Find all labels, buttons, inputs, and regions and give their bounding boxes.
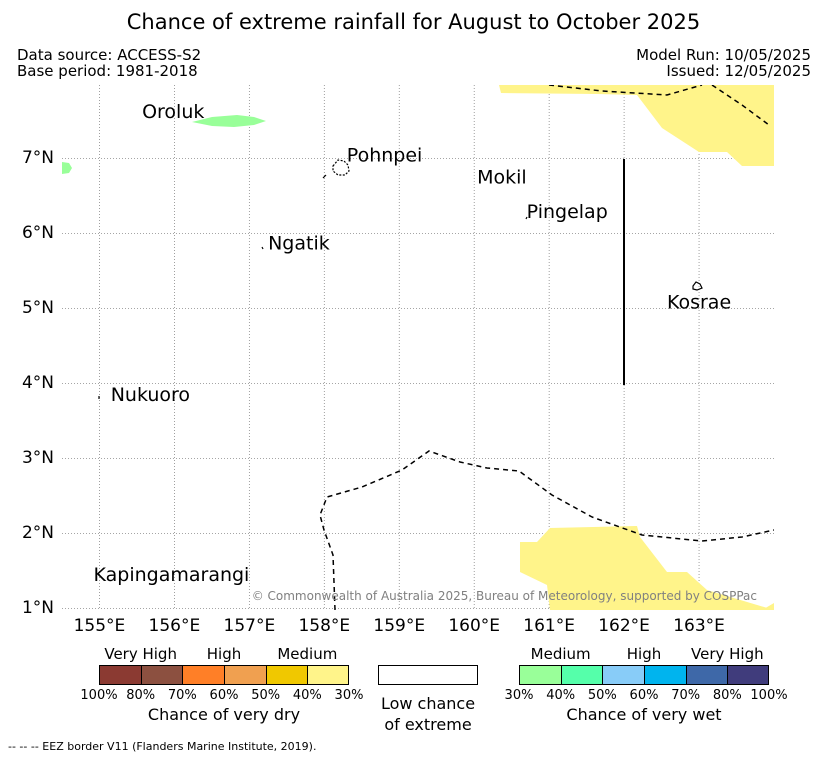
dry-color-cells (99, 665, 349, 685)
wet-color-cell (519, 665, 561, 685)
wet-tick-label: 70% (671, 688, 701, 703)
eez-border-northeast (711, 85, 770, 126)
wet-tick-label: 30% (504, 688, 534, 703)
dry-colorbar-title: Chance of very dry (147, 705, 301, 724)
lon-tick-label: 161°E (523, 616, 575, 636)
dry-group-label: Medium (277, 645, 338, 663)
kosrae-island (692, 281, 703, 291)
model-run: Model Run: 10/05/2025 (636, 46, 811, 64)
place-label-ngatik: Ngatik (268, 232, 330, 254)
low-chance-line2: of extreme (384, 715, 472, 734)
dry-color-cell (182, 665, 224, 685)
ngatik-atoll (261, 246, 264, 250)
dry-color-cell (140, 665, 183, 685)
base-period: Base period: 1981-2018 (17, 62, 198, 80)
wet-group-labels: Medium High Very High (519, 645, 769, 665)
wet-tick-label: 60% (629, 688, 659, 703)
wet-group-label: High (626, 645, 662, 663)
lat-tick-label: 1°N (21, 597, 54, 618)
lat-tick-label: 6°N (21, 222, 54, 243)
eez-borders (319, 85, 774, 610)
island-outlines (98, 159, 703, 399)
lon-tick-label: 157°E (223, 616, 276, 636)
place-label-mokil: Mokil (477, 166, 527, 188)
lon-tick-label: 156°E (148, 616, 201, 636)
wet-tick-label: 50% (587, 688, 617, 703)
place-label-kapingamarangi: Kapingamarangi (94, 564, 250, 586)
wet-tick-labels: 30% 40% 50% 60% 70% 80% 100% (505, 685, 788, 705)
wet-color-cell (560, 665, 603, 685)
lat-tick-label: 5°N (21, 297, 54, 318)
shading-layer (62, 85, 774, 610)
wet-region-west-edge (62, 162, 72, 174)
dry-tick-label: 80% (126, 688, 156, 703)
dry-group-label: High (206, 645, 242, 663)
lon-tick-label: 155°E (73, 616, 126, 636)
dry-group-label: Very High (104, 645, 177, 663)
dry-region-corner (762, 603, 774, 610)
dry-color-cell (223, 665, 266, 685)
lat-tick-label: 3°N (21, 447, 54, 468)
dry-tick-label: 40% (292, 688, 322, 703)
dry-tick-label: 100% (80, 688, 118, 703)
wet-color-cells (519, 665, 769, 685)
dry-color-cell (265, 665, 308, 685)
place-label-oroluk: Oroluk (142, 101, 204, 123)
dry-colorbar: Very High High Medium 100% 80% 70% 60% 50% 40% 3… (80, 645, 363, 724)
dry-group-labels: Very High High Medium (99, 645, 349, 665)
pohnpei-island (332, 159, 350, 176)
wet-color-cell (602, 665, 644, 685)
eez-footnote: -- -- -- EEZ border V11 (Flanders Marine… (8, 740, 317, 753)
lon-tick-label: 163°E (673, 616, 725, 636)
wet-color-cell (643, 665, 686, 685)
lat-tick-label: 2°N (21, 522, 54, 543)
wet-region-oroluk (192, 115, 266, 127)
dry-tick-labels: 100% 80% 70% 60% 50% 40% 30% (80, 685, 363, 705)
meta-right: Model Run: 10/05/2025 Issued: 12/05/2025 (636, 47, 811, 79)
wet-group-label: Very High (691, 645, 764, 663)
wet-tick-label: 100% (750, 688, 788, 703)
copyright-text: © Commonwealth of Australia 2025, Bureau… (252, 589, 757, 603)
dry-tick-label: 30% (334, 688, 364, 703)
place-label-nukuoro: Nukuoro (111, 384, 190, 406)
data-source: Data source: ACCESS-S2 (17, 46, 202, 64)
dry-region-north (499, 85, 774, 166)
wet-group-label: Medium (530, 645, 591, 663)
ant-atoll (322, 174, 327, 179)
dry-color-cell (99, 665, 141, 685)
lat-tick-label: 7°N (21, 147, 54, 168)
eez-border-south (319, 450, 774, 610)
wet-color-cell (727, 665, 769, 685)
meta-left: Data source: ACCESS-S2 Base period: 1981… (17, 47, 201, 79)
wet-tick-label: 40% (546, 688, 576, 703)
map-title: Chance of extreme rainfall for August to… (126, 10, 701, 34)
wet-color-cell (685, 665, 728, 685)
eez-border-north (548, 85, 703, 96)
place-label-kosrae: Kosrae (667, 292, 731, 314)
dry-tick-label: 70% (167, 688, 197, 703)
place-label-pohnpei: Pohnpei (347, 145, 423, 167)
dry-region-south (520, 526, 774, 610)
wet-colorbar-title: Chance of very wet (566, 705, 722, 724)
pingelap-atoll (525, 216, 528, 220)
place-label-pingelap: Pingelap (527, 201, 608, 223)
dry-color-cell (307, 665, 349, 685)
lon-tick-label: 162°E (598, 616, 650, 636)
lon-tick-label: 159°E (373, 616, 426, 636)
low-chance-swatch (378, 665, 478, 685)
wet-tick-label: 80% (712, 688, 742, 703)
issued-date: Issued: 12/05/2025 (666, 62, 811, 80)
lat-tick-label: 4°N (21, 372, 54, 393)
dry-tick-label: 60% (209, 688, 239, 703)
low-chance-line1: Low chance (380, 694, 476, 713)
wet-colorbar: Medium High Very High 30% 40% 50% 60% 70% 80% 10… (505, 645, 788, 724)
low-chance-box: Low chance of extreme (378, 665, 478, 735)
lon-tick-label: 158°E (298, 616, 351, 636)
lon-tick-label: 160°E (448, 616, 501, 636)
dry-tick-label: 50% (251, 688, 281, 703)
